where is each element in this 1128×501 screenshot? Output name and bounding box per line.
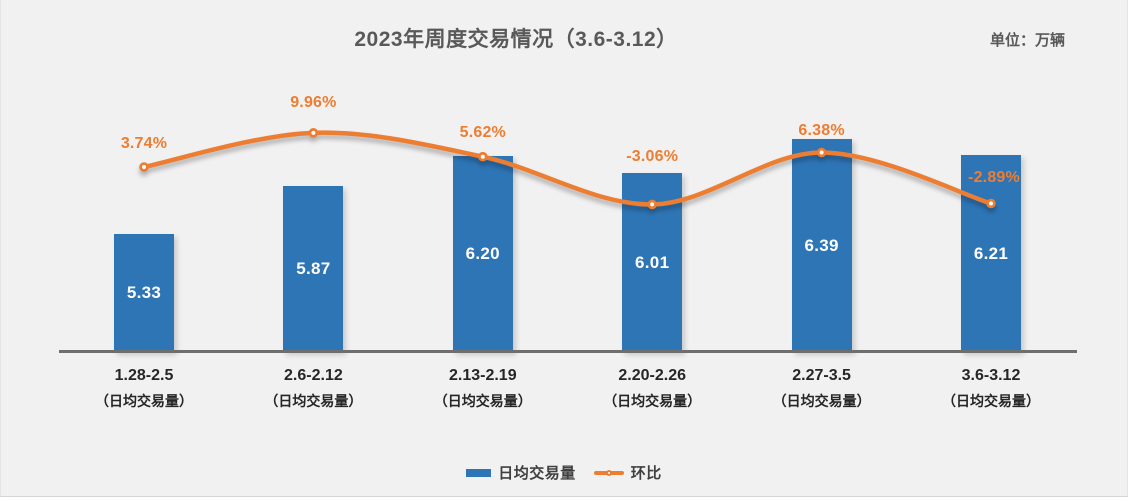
category-sub-label: （日均交易量） [264, 393, 363, 409]
legend-line-marker-icon [605, 469, 612, 476]
line-value-label: 9.96% [290, 93, 337, 111]
line-marker-icon [139, 162, 149, 172]
line-value-label: -2.89% [968, 169, 1020, 187]
bar-value-label: 6.21 [973, 243, 1009, 263]
category-period: 1.28-2.5 [114, 367, 174, 384]
category-label: 2.6-2.12 （日均交易量） [223, 366, 403, 410]
line-value-label: 5.62% [459, 123, 506, 141]
category-sub-label: （日均交易量） [95, 393, 193, 409]
bar: 6.20 [452, 156, 513, 352]
category-period: 3.6-3.12 [961, 367, 1021, 384]
bar: 6.39 [791, 139, 852, 352]
line-value-label: 3.74% [120, 135, 168, 153]
legend-item-line-series: 环比 [593, 462, 662, 483]
category-period: 2.27-3.5 [792, 367, 851, 384]
category-label: 3.6-3.12 （日均交易量） [901, 366, 1081, 410]
bar-value-label: 5.87 [296, 258, 331, 278]
legend-line-label: 环比 [630, 465, 662, 482]
bar: 5.33 [114, 233, 174, 352]
category-sub-label: （日均交易量） [942, 393, 1040, 409]
category-period: 2.6-2.12 [284, 367, 343, 384]
line-value-label: 6.38% [798, 121, 845, 139]
category-period: 2.20-2.26 [618, 367, 686, 384]
category-sub-label: （日均交易量） [603, 393, 702, 409]
bar-value-label: 6.20 [465, 244, 500, 264]
category-label: 1.28-2.5 （日均交易量） [54, 366, 234, 410]
category-sub-label: （日均交易量） [772, 393, 871, 409]
category-label: 2.27-3.5 （日均交易量） [732, 366, 912, 410]
bar-value-label: 6.01 [635, 252, 670, 272]
legend-bar-swatch [466, 468, 492, 477]
unit-label: 单位：万辆 [989, 32, 1065, 49]
category-period: 2.13-2.19 [448, 367, 517, 384]
chart-title: 2023年周度交易情况（3.6-3.12） [354, 28, 678, 51]
legend: 日均交易量 环比 [1, 462, 1127, 483]
category-label: 2.13-2.19 （日均交易量） [393, 366, 573, 410]
x-axis-line [59, 350, 1077, 353]
line-marker-icon [308, 128, 319, 138]
category-label: 2.20-2.26 （日均交易量） [562, 366, 742, 410]
legend-item-bar-series: 日均交易量 [466, 462, 576, 483]
legend-bar-label: 日均交易量 [498, 465, 576, 482]
bar: 6.01 [622, 173, 683, 352]
legend-line-swatch [593, 469, 624, 476]
category-sub-label: （日均交易量） [433, 393, 532, 409]
bar-value-label: 5.33 [126, 282, 162, 302]
line-value-label: -3.06% [626, 148, 679, 166]
bar: 5.87 [283, 185, 344, 352]
trend-line [141, 130, 994, 207]
bar-value-label: 6.39 [804, 235, 839, 255]
